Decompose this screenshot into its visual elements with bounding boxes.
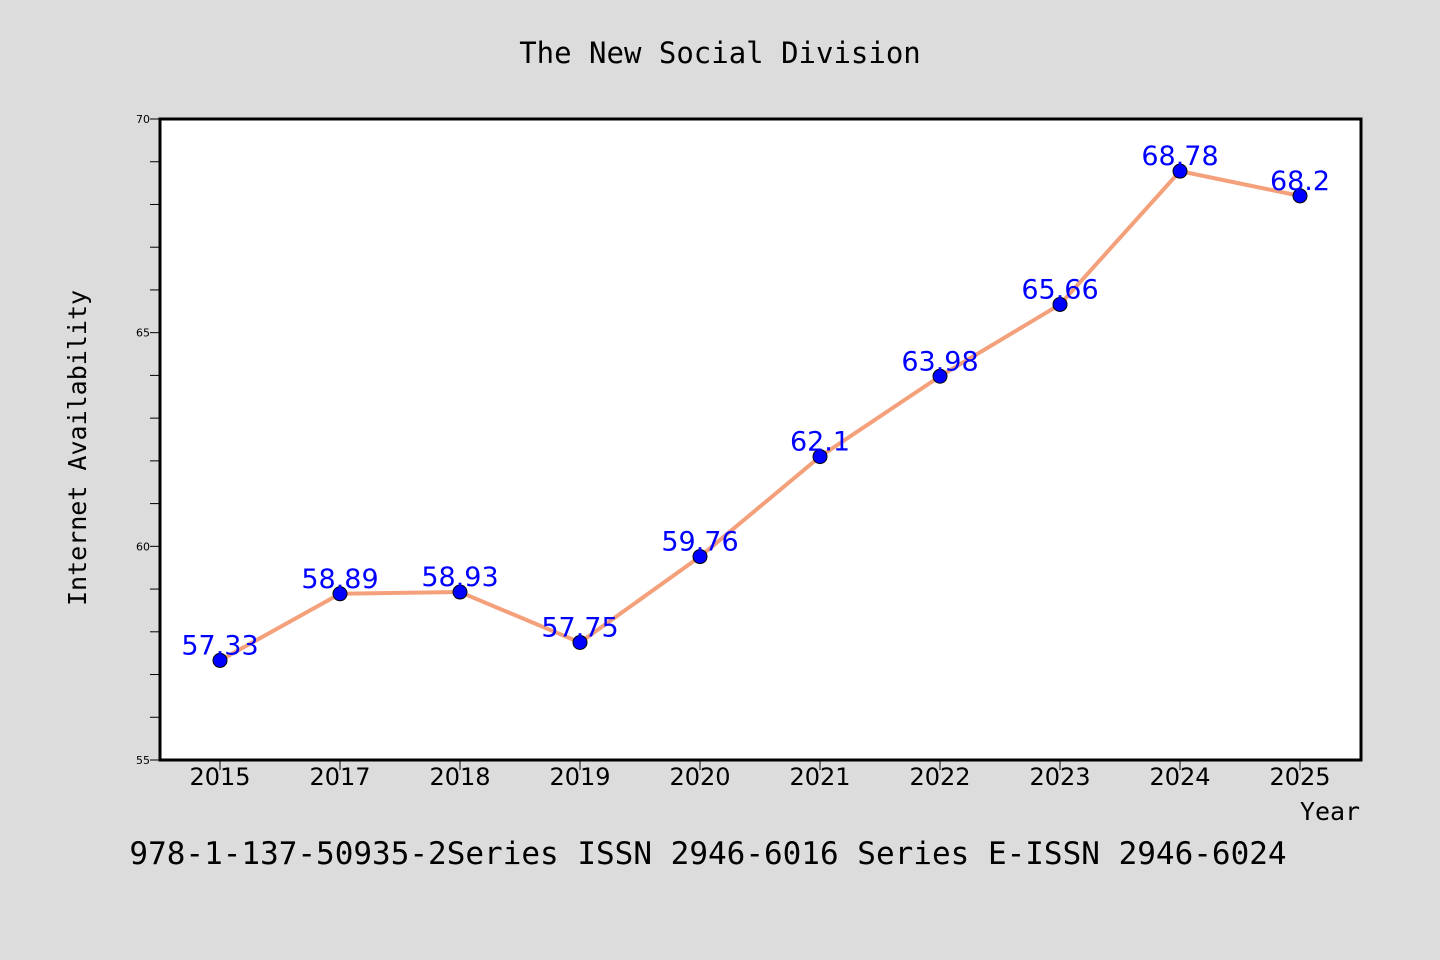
x-tick-label: 2024: [1149, 763, 1210, 791]
x-tick-label: 2023: [1029, 763, 1090, 791]
data-point: [452, 584, 468, 600]
y-tick-label: 70: [136, 113, 150, 126]
x-tick-label: 2015: [189, 763, 250, 791]
x-tick-label: 2020: [669, 763, 730, 791]
data-point: [1292, 188, 1308, 204]
chart-title: The New Social Division: [519, 36, 921, 70]
data-label: 59.76: [661, 527, 738, 558]
data-label: 57.33: [181, 630, 258, 661]
x-tick-label: 2018: [429, 763, 490, 791]
plot-frame: [158, 117, 1363, 762]
series-line: [218, 169, 1302, 663]
x-tick-label: 2025: [1269, 763, 1330, 791]
data-label: 68.2: [1270, 166, 1330, 197]
data-label: 65.66: [1021, 274, 1098, 305]
plot-area: [160, 119, 1361, 760]
data-label: 68.78: [1141, 141, 1218, 172]
data-point: [812, 449, 828, 465]
series-layer: 57.33 58.89 58.93 57.75 59.76 62.1 63.98 65.66 6…: [181, 141, 1330, 668]
x-tick-label: 2022: [909, 763, 970, 791]
data-label: 58.89: [301, 564, 378, 595]
x-axis-label: Year: [1300, 797, 1360, 826]
data-point: [1172, 163, 1188, 179]
data-label: 62.1: [790, 427, 850, 458]
footer-isbn-issn: 978-1-137-50935-2Series ISSN 2946-6016 S…: [129, 836, 1286, 872]
data-point: [692, 549, 708, 565]
x-tick-label: 2019: [549, 763, 610, 791]
y-tick-label: 55: [136, 754, 150, 767]
y-tick-label: 60: [136, 540, 150, 553]
data-point: [572, 634, 588, 650]
data-label: 57.75: [541, 612, 618, 643]
data-point: [212, 652, 228, 668]
x-axis-ticks: 2015 2017 2018 2019 2020 2021 2022 2023 2024 2025: [189, 760, 1331, 791]
data-label: 63.98: [901, 346, 978, 377]
y-axis-ticks: 55 60 65 70: [136, 113, 160, 767]
data-label: 58.93: [421, 562, 498, 593]
data-point: [1052, 296, 1068, 312]
x-tick-label: 2021: [789, 763, 850, 791]
y-axis-label: Internet Availability: [63, 290, 92, 606]
x-tick-label: 2017: [309, 763, 370, 791]
y-tick-label: 65: [136, 327, 150, 340]
data-point: [932, 368, 948, 384]
data-point: [332, 586, 348, 602]
